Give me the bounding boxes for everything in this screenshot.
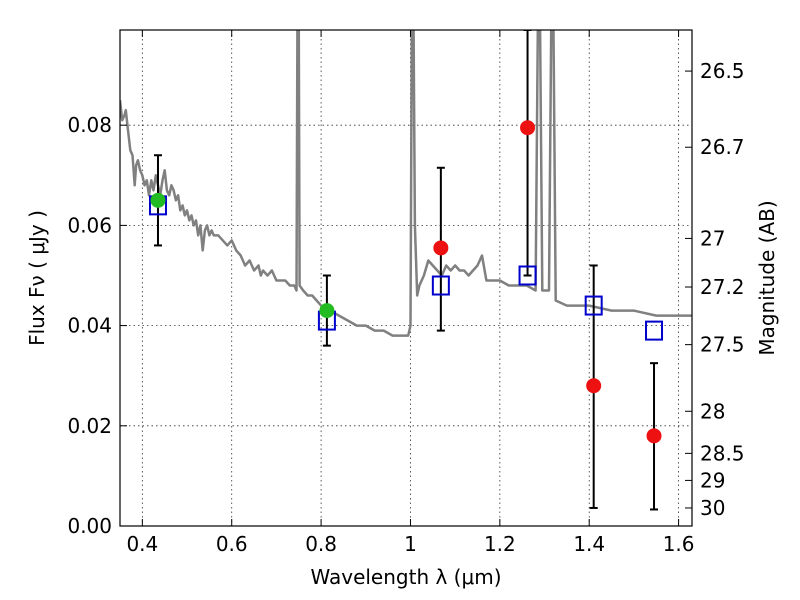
plot-area: [120, 30, 692, 511]
x-tick-label: 0.4: [126, 532, 158, 556]
axis-ticks: 0.4 0.6 0.8 1 1.2 1.4 1.6 0.00 0.02 0.04 0.06 0.08 2…: [67, 30, 745, 556]
model-sed-line: [120, 30, 692, 337]
y-tick-label: 0.02: [67, 414, 112, 438]
model-photometry-square: [518, 265, 537, 286]
right-tick-label: 27.2: [700, 275, 745, 299]
model-photometry-square: [431, 275, 450, 296]
right-tick-label: 29: [700, 468, 725, 492]
right-y-axis-label: Magnitude (AB): [755, 200, 779, 355]
grid-lines: [120, 30, 692, 527]
x-tick-label: 0.6: [216, 532, 248, 556]
observed-point: [433, 240, 449, 256]
observed-point: [319, 303, 335, 319]
data-series-group: [120, 30, 692, 511]
model-photometry-square: [645, 320, 664, 341]
right-tick-label: 30: [700, 496, 725, 520]
observed-point: [586, 378, 602, 394]
x-tick-label: 1.4: [573, 532, 605, 556]
right-tick-label: 26.5: [700, 59, 745, 83]
observed-point: [646, 428, 662, 444]
x-axis-label: Wavelength λ (μm): [310, 565, 501, 589]
x-tick-label: 1.6: [663, 532, 695, 556]
y-tick-label: 0.06: [67, 213, 112, 237]
right-tick-label: 26.7: [700, 135, 745, 159]
model-photometry-square: [584, 295, 603, 316]
y-axis-label: Flux Fν ( μJy ): [25, 210, 49, 346]
right-tick-label: 28.5: [700, 441, 745, 465]
y-tick-label: 0.00: [67, 514, 112, 538]
x-tick-label: 0.8: [305, 532, 337, 556]
y-tick-label: 0.04: [67, 314, 112, 338]
observed-point: [150, 192, 166, 208]
x-tick-label: 1.2: [484, 532, 516, 556]
right-tick-label: 28: [700, 399, 725, 423]
observed-point: [520, 120, 536, 136]
right-tick-label: 27.5: [700, 333, 745, 357]
plot-frame: [119, 29, 693, 527]
right-tick-label: 27: [700, 226, 725, 250]
x-tick-label: 1: [404, 532, 417, 556]
y-tick-label: 0.08: [67, 113, 112, 137]
